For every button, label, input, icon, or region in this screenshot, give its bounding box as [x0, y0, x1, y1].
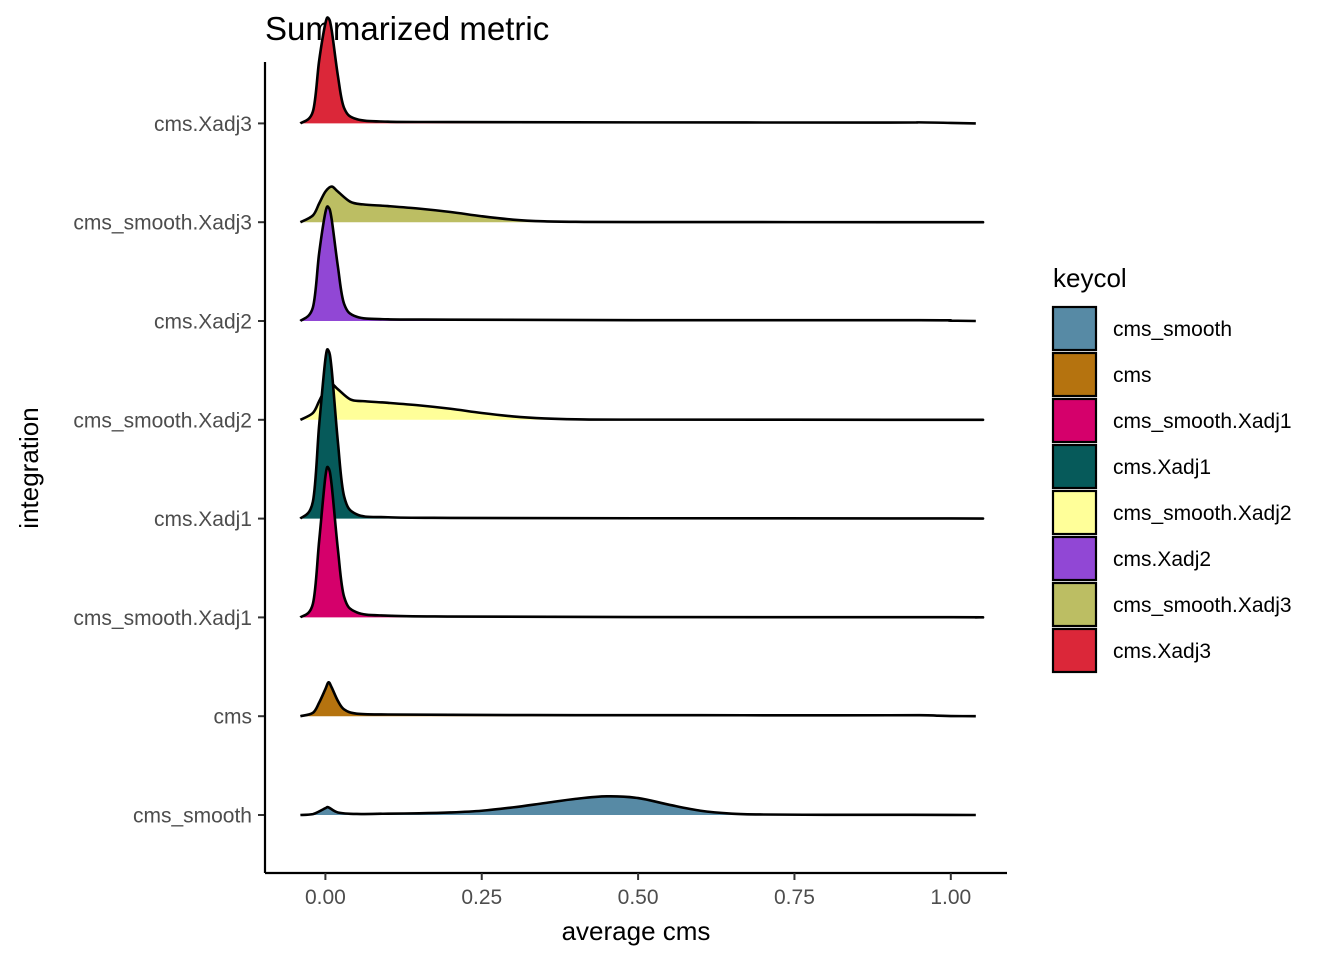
ridge-fill-cms [300, 682, 976, 717]
ridge-cms-Xadj3 [299, 16, 976, 125]
legend-label: cms [1113, 364, 1152, 387]
ridge-fill-cms-Xadj1 [300, 349, 984, 519]
legend-label: cms.Xadj2 [1113, 548, 1211, 571]
legend-entry-cms-smooth-Xadj3: cms_smooth.Xadj3 [1051, 581, 1292, 628]
legend-entry-cms-Xadj1: cms.Xadj1 [1051, 443, 1211, 490]
legend-label: cms_smooth.Xadj1 [1113, 410, 1292, 433]
y-tick-label: cms [214, 706, 253, 729]
ridge-line-cms-smooth [300, 795, 976, 817]
legend-title: keycol [1053, 263, 1127, 293]
ridge-line-cms-Xadj1 [299, 347, 985, 520]
y-tick-label: cms.Xadj3 [154, 113, 252, 136]
legend-label: cms_smooth.Xadj2 [1113, 502, 1292, 525]
legend-entry-cms-smooth: cms_smooth [1051, 305, 1232, 352]
legend-entry-cms-smooth-Xadj1: cms_smooth.Xadj1 [1051, 397, 1292, 444]
chart-title: Summarized metric [265, 10, 549, 47]
y-tick-label: cms.Xadj2 [154, 311, 252, 334]
legend-label: cms_smooth [1113, 318, 1232, 341]
legend-label: cms_smooth.Xadj3 [1113, 594, 1292, 617]
legend-label: cms.Xadj3 [1113, 640, 1211, 663]
legend-key [1051, 489, 1098, 536]
legend-key [1051, 397, 1098, 444]
legend-key [1051, 627, 1098, 674]
ridge-line-cms-smooth-Xadj1 [299, 465, 985, 619]
x-tick-label: 0.25 [461, 886, 502, 909]
y-tick-label: cms_smooth.Xadj2 [73, 409, 252, 432]
legend-entry-cms-smooth-Xadj2: cms_smooth.Xadj2 [1051, 489, 1292, 536]
ridge-fill-cms-smooth [300, 796, 976, 815]
legend-label: cms.Xadj1 [1113, 456, 1211, 479]
x-axis-title: average cms [562, 916, 711, 946]
legend-key [1051, 581, 1098, 628]
ridge-cms-smooth [300, 795, 976, 817]
legend-entry-cms-Xadj2: cms.Xadj2 [1051, 535, 1211, 582]
x-tick-label: 1.00 [930, 886, 971, 909]
ridge-cms-smooth-Xadj3 [299, 185, 985, 224]
ridge-fill-cms-Xadj2 [300, 206, 976, 321]
x-tick-label: 0.75 [774, 886, 815, 909]
ridge-fill-cms-smooth-Xadj1 [300, 466, 984, 618]
legend-key [1051, 305, 1098, 352]
ridges-layer [299, 16, 985, 817]
ridge-cms-smooth-Xadj1 [299, 465, 985, 619]
y-tick-label: cms_smooth [133, 805, 252, 828]
y-axis-title: integration [14, 407, 44, 528]
legend-key [1051, 443, 1098, 490]
ridge-fill-cms-smooth-Xadj2 [300, 384, 984, 420]
y-tick-label: cms_smooth.Xadj3 [73, 212, 252, 235]
ridge-cms-smooth-Xadj2 [299, 382, 985, 422]
ridge-fill-cms-smooth-Xadj3 [300, 186, 984, 223]
ridge-line-cms [300, 680, 976, 718]
legend-key [1051, 535, 1098, 582]
axes-layer: cms.Xadj3 cms_smooth.Xadj3 cms.Xadj2 cms_sm… [73, 62, 1007, 909]
ridge-line-cms-smooth-Xadj3 [299, 185, 985, 224]
ridge-cms-Xadj1 [299, 347, 985, 520]
ridge-line-cms-Xadj2 [299, 205, 976, 323]
x-tick-label: 0.00 [305, 886, 346, 909]
ridge-line-cms-Xadj3 [299, 16, 976, 125]
x-tick-label: 0.50 [618, 886, 659, 909]
legend-key [1051, 351, 1098, 398]
legend-entry-cms-Xadj3: cms.Xadj3 [1051, 627, 1211, 674]
y-tick-label: cms_smooth.Xadj1 [73, 607, 252, 630]
ridge-cms-Xadj2 [299, 205, 976, 323]
legend-entry-cms: cms [1051, 351, 1152, 398]
ridge-cms [300, 680, 976, 718]
y-tick-label: cms.Xadj1 [154, 508, 252, 531]
